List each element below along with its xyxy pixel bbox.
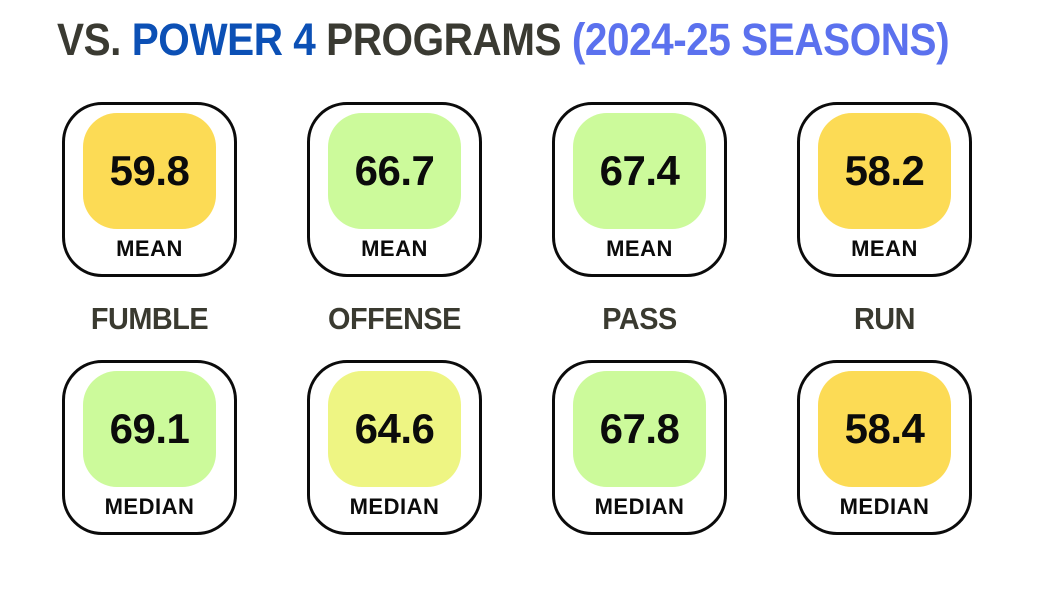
stat-value: 67.4 <box>599 147 680 194</box>
stat-type-label: MEDIAN <box>104 494 195 519</box>
stat-swatch: 67.4 <box>573 113 706 229</box>
stat-type-label: MEDIAN <box>839 494 930 519</box>
stat-swatch: 67.8 <box>573 371 706 487</box>
page-title: VS. POWER 4 PROGRAMS (2024-25 SEASONS) <box>57 14 950 66</box>
stat-value: 59.8 <box>109 147 190 194</box>
mean-card-fumble: 59.8 MEAN <box>62 102 237 277</box>
mean-card-run: 58.2 MEAN <box>797 102 972 277</box>
category-label-fumble: FUMBLE <box>90 300 209 336</box>
stat-type-label: MEDIAN <box>594 494 685 519</box>
stat-swatch: 66.7 <box>328 113 461 229</box>
mean-card-pass: 67.4 MEAN <box>552 102 727 277</box>
stat-swatch: 69.1 <box>83 371 216 487</box>
stat-value: 58.2 <box>844 147 925 194</box>
stat-value: 58.4 <box>844 405 925 452</box>
stat-type-label: MEDIAN <box>349 494 440 519</box>
title-part-seasons: (2024-25 SEASONS) <box>571 14 950 65</box>
title-part-power4: POWER 4 <box>131 14 327 65</box>
stat-value: 64.6 <box>354 405 435 452</box>
stat-type-label: MEAN <box>361 236 428 261</box>
stat-swatch: 64.6 <box>328 371 461 487</box>
stat-type-label: MEAN <box>606 236 673 261</box>
stat-swatch: 58.2 <box>818 113 951 229</box>
category-label-offense: OFFENSE <box>328 300 461 336</box>
median-card-pass: 67.8 MEDIAN <box>552 360 727 535</box>
median-card-run: 58.4 MEDIAN <box>797 360 972 535</box>
title-part-vs: VS. <box>57 14 132 65</box>
stat-value: 66.7 <box>354 147 435 194</box>
category-label-pass: PASS <box>602 300 677 336</box>
stat-swatch: 59.8 <box>83 113 216 229</box>
stat-grid: 59.8 MEAN 66.7 MEAN 67.4 MEAN 58.2 MEAN … <box>62 102 972 535</box>
category-label-run: RUN <box>853 300 916 336</box>
title-part-programs: PROGRAMS <box>326 14 572 65</box>
median-card-offense: 64.6 MEDIAN <box>307 360 482 535</box>
median-card-fumble: 69.1 MEDIAN <box>62 360 237 535</box>
mean-card-offense: 66.7 MEAN <box>307 102 482 277</box>
stat-type-label: MEAN <box>116 236 183 261</box>
stat-value: 67.8 <box>599 405 680 452</box>
stat-type-label: MEAN <box>851 236 918 261</box>
stat-swatch: 58.4 <box>818 371 951 487</box>
stat-value: 69.1 <box>109 405 190 452</box>
